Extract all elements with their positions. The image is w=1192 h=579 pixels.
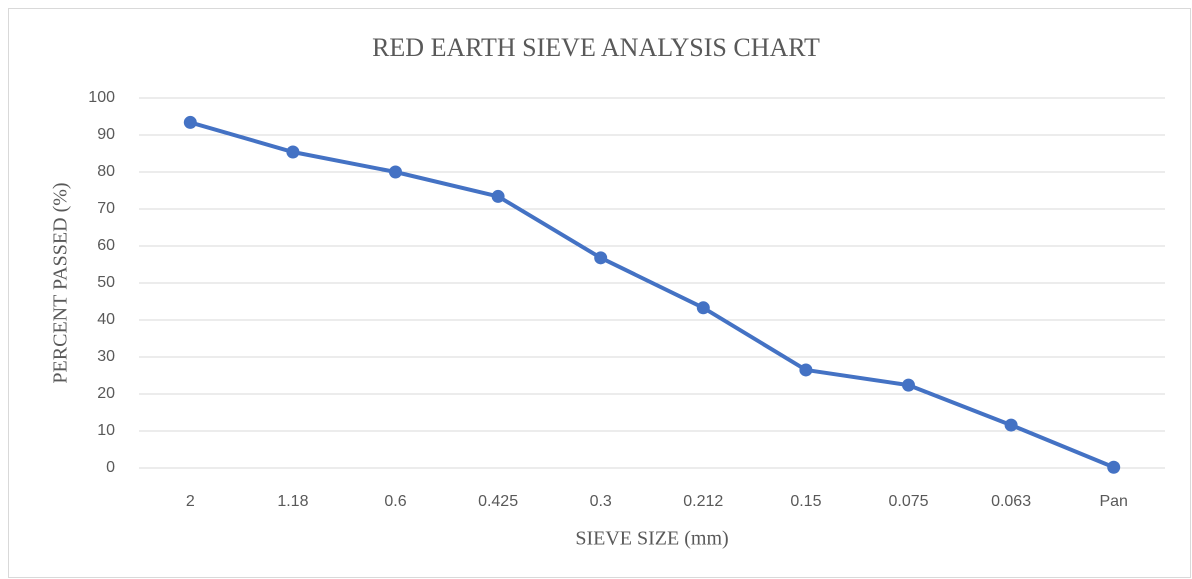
- y-tick-label: 30: [97, 348, 115, 365]
- marker: [389, 165, 402, 179]
- y-tick-label: 70: [97, 200, 115, 217]
- y-tick-label: 0: [106, 459, 115, 476]
- x-axis-title: SIEVE SIZE (mm): [575, 528, 728, 550]
- marker: [286, 145, 300, 159]
- chart-title: RED EARTH SIEVE ANALYSIS CHART: [372, 33, 820, 62]
- marker: [1107, 460, 1121, 474]
- y-tick-label: 50: [97, 274, 115, 291]
- x-tick-label: 0.063: [991, 493, 1031, 510]
- marker: [594, 251, 608, 265]
- marker: [696, 301, 710, 315]
- y-tick-label: 20: [97, 385, 115, 402]
- x-tick-label: 0.6: [384, 493, 406, 510]
- marker: [799, 363, 813, 377]
- x-tick-label: 0.212: [683, 493, 723, 510]
- chart-border: [8, 8, 1191, 578]
- x-tick-label: 0.425: [478, 493, 518, 510]
- y-tick-label: 90: [97, 126, 115, 143]
- marker: [1004, 418, 1018, 432]
- line: [189, 120, 1115, 470]
- marker: [902, 378, 915, 392]
- y-tick-label: 80: [97, 163, 115, 180]
- y-tick-label: 60: [97, 237, 115, 254]
- x-tick-label: 0.3: [590, 493, 612, 510]
- marker: [491, 189, 505, 203]
- x-tick-label: 1.18: [277, 493, 308, 510]
- marker: [183, 115, 197, 129]
- x-tick-label: Pan: [1099, 493, 1127, 510]
- y-tick-label: 100: [88, 89, 115, 106]
- y-axis-title: PERCENT PASSED (%): [50, 182, 72, 383]
- x-tick-label: 0.075: [888, 493, 928, 510]
- y-tick-label: 10: [97, 422, 115, 439]
- x-tick-label: 2: [186, 493, 195, 510]
- x-tick-label: 0.15: [790, 493, 821, 510]
- y-tick-label: 40: [97, 311, 115, 328]
